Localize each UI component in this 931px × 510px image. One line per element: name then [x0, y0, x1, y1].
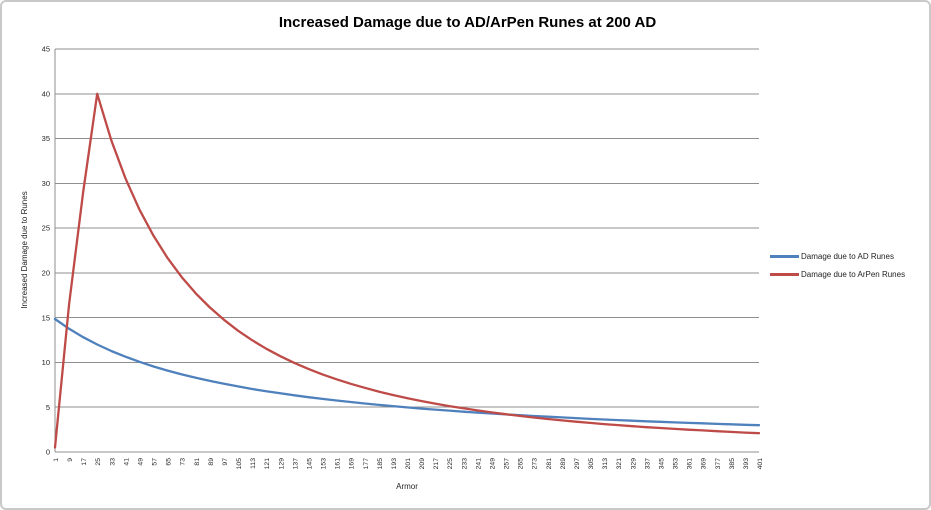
- svg-text:89: 89: [208, 458, 215, 466]
- svg-text:353: 353: [673, 458, 680, 470]
- svg-text:5: 5: [46, 403, 50, 412]
- svg-text:385: 385: [729, 458, 736, 470]
- svg-text:177: 177: [363, 458, 370, 470]
- svg-text:15: 15: [42, 313, 50, 322]
- svg-text:249: 249: [489, 458, 496, 470]
- svg-text:97: 97: [222, 458, 229, 466]
- svg-text:113: 113: [250, 458, 257, 469]
- y-axis-tick-labels: 0 5 10 15 20 25 30 35 40 45: [42, 45, 50, 457]
- legend: Damage due to AD Runes Damage due to ArP…: [770, 252, 905, 279]
- y-axis-title: Increased Damage due to Runes: [20, 191, 29, 308]
- svg-text:169: 169: [349, 458, 356, 470]
- svg-text:25: 25: [42, 224, 50, 233]
- svg-text:129: 129: [278, 458, 285, 470]
- svg-text:49: 49: [137, 458, 144, 466]
- svg-text:241: 241: [475, 458, 482, 470]
- svg-text:201: 201: [405, 458, 412, 470]
- svg-text:57: 57: [152, 458, 159, 466]
- x-axis-tick-labels: 1 9 17 25 33 41 49 57 65 73 81 89 97 105 113 121 129 137 1…: [53, 458, 764, 470]
- svg-text:193: 193: [391, 458, 398, 470]
- svg-text:161: 161: [335, 458, 342, 470]
- series-lines: [53, 92, 761, 449]
- x-axis-title: Armor: [396, 482, 418, 491]
- svg-text:25: 25: [95, 458, 102, 466]
- gridlines: [54, 48, 759, 453]
- svg-text:33: 33: [109, 458, 116, 466]
- svg-text:35: 35: [42, 134, 50, 143]
- svg-text:337: 337: [644, 458, 651, 470]
- svg-text:289: 289: [560, 458, 567, 470]
- legend-label-ad-runes: Damage due to AD Runes: [801, 252, 894, 261]
- svg-text:297: 297: [574, 458, 581, 470]
- svg-text:361: 361: [687, 458, 694, 470]
- svg-text:273: 273: [532, 458, 539, 470]
- svg-text:73: 73: [180, 458, 187, 466]
- legend-line-ad-runes-icon: [770, 255, 799, 258]
- chart-title: Increased Damage due to AD/ArPen Runes a…: [278, 14, 657, 31]
- svg-text:9: 9: [67, 458, 74, 462]
- legend-item-ad-runes[interactable]: Damage due to AD Runes: [770, 252, 905, 261]
- svg-text:217: 217: [433, 458, 440, 470]
- svg-text:17: 17: [81, 458, 88, 466]
- svg-text:20: 20: [42, 268, 50, 277]
- legend-label-arpen-runes: Damage due to ArPen Runes: [801, 270, 906, 279]
- svg-text:153: 153: [321, 458, 328, 470]
- svg-text:1: 1: [53, 458, 60, 462]
- svg-text:65: 65: [166, 458, 173, 466]
- svg-text:313: 313: [602, 458, 609, 470]
- svg-text:105: 105: [236, 458, 243, 470]
- svg-text:209: 209: [419, 458, 426, 470]
- svg-text:305: 305: [588, 458, 595, 470]
- legend-item-arpen-runes[interactable]: Damage due to ArPen Runes: [770, 270, 905, 279]
- svg-text:30: 30: [42, 179, 50, 188]
- svg-text:225: 225: [447, 458, 454, 470]
- svg-text:121: 121: [264, 458, 271, 470]
- svg-text:265: 265: [518, 458, 525, 470]
- svg-text:81: 81: [194, 458, 201, 466]
- svg-text:369: 369: [701, 458, 708, 470]
- svg-text:233: 233: [461, 458, 468, 470]
- svg-text:10: 10: [42, 358, 50, 367]
- svg-text:40: 40: [42, 89, 50, 98]
- svg-text:137: 137: [292, 458, 299, 470]
- svg-text:145: 145: [306, 458, 313, 470]
- svg-text:281: 281: [546, 458, 553, 470]
- svg-text:345: 345: [658, 458, 665, 470]
- svg-text:257: 257: [504, 458, 511, 470]
- svg-text:329: 329: [630, 458, 637, 470]
- svg-text:185: 185: [377, 458, 384, 470]
- svg-text:45: 45: [42, 45, 50, 54]
- svg-text:377: 377: [715, 458, 722, 470]
- svg-text:41: 41: [123, 458, 130, 466]
- legend-line-arpen-runes-icon: [770, 273, 799, 276]
- svg-text:321: 321: [616, 458, 623, 470]
- svg-text:0: 0: [46, 448, 50, 457]
- svg-text:393: 393: [743, 458, 750, 470]
- svg-text:401: 401: [757, 458, 764, 470]
